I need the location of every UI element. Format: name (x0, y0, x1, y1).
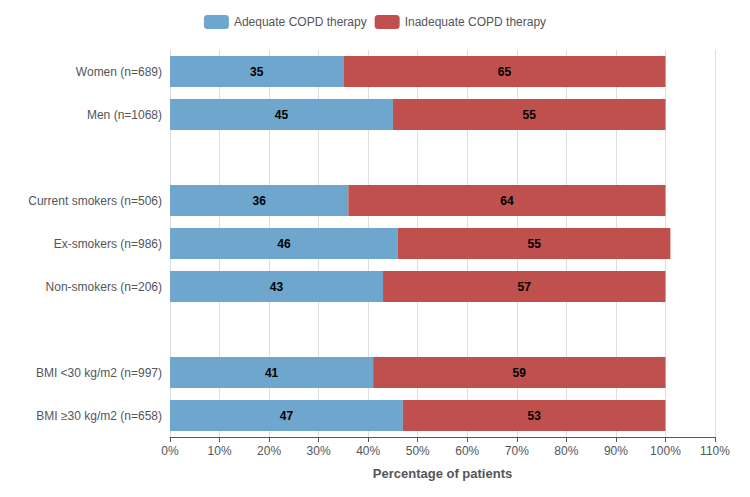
svg-text:35: 35 (250, 65, 264, 79)
svg-text:Percentage of patients: Percentage of patients (373, 466, 512, 481)
svg-text:Current smokers (n=506): Current smokers (n=506) (28, 194, 162, 208)
svg-text:Women (n=689): Women (n=689) (76, 65, 162, 79)
svg-text:45: 45 (275, 108, 289, 122)
svg-text:55: 55 (527, 237, 541, 251)
svg-text:0%: 0% (161, 444, 179, 458)
svg-text:46: 46 (277, 237, 291, 251)
svg-text:30%: 30% (307, 444, 331, 458)
svg-text:20%: 20% (257, 444, 281, 458)
svg-text:55: 55 (523, 108, 537, 122)
svg-text:47: 47 (280, 409, 294, 423)
svg-text:40%: 40% (356, 444, 380, 458)
svg-text:Men (n=1068): Men (n=1068) (87, 108, 162, 122)
svg-text:100%: 100% (650, 444, 681, 458)
svg-text:36: 36 (253, 194, 267, 208)
svg-text:43: 43 (270, 280, 284, 294)
svg-text:Inadequate COPD therapy: Inadequate COPD therapy (405, 15, 546, 29)
svg-text:BMI <30 kg/m2 (n=997): BMI <30 kg/m2 (n=997) (36, 366, 162, 380)
svg-text:41: 41 (265, 366, 279, 380)
svg-text:80%: 80% (554, 444, 578, 458)
svg-text:65: 65 (498, 65, 512, 79)
svg-text:64: 64 (500, 194, 514, 208)
svg-text:60%: 60% (455, 444, 479, 458)
svg-text:BMI ≥30 kg/m2 (n=658): BMI ≥30 kg/m2 (n=658) (36, 409, 162, 423)
svg-text:53: 53 (527, 409, 541, 423)
svg-text:Ex-smokers (n=986): Ex-smokers (n=986) (54, 237, 162, 251)
svg-text:Non-smokers (n=206): Non-smokers (n=206) (46, 280, 162, 294)
svg-text:70%: 70% (505, 444, 529, 458)
svg-text:90%: 90% (604, 444, 628, 458)
svg-text:57: 57 (518, 280, 532, 294)
svg-text:59: 59 (513, 366, 527, 380)
svg-text:Adequate COPD therapy: Adequate COPD therapy (234, 15, 367, 29)
svg-text:50%: 50% (406, 444, 430, 458)
svg-text:110%: 110% (700, 444, 730, 458)
svg-text:10%: 10% (208, 444, 232, 458)
